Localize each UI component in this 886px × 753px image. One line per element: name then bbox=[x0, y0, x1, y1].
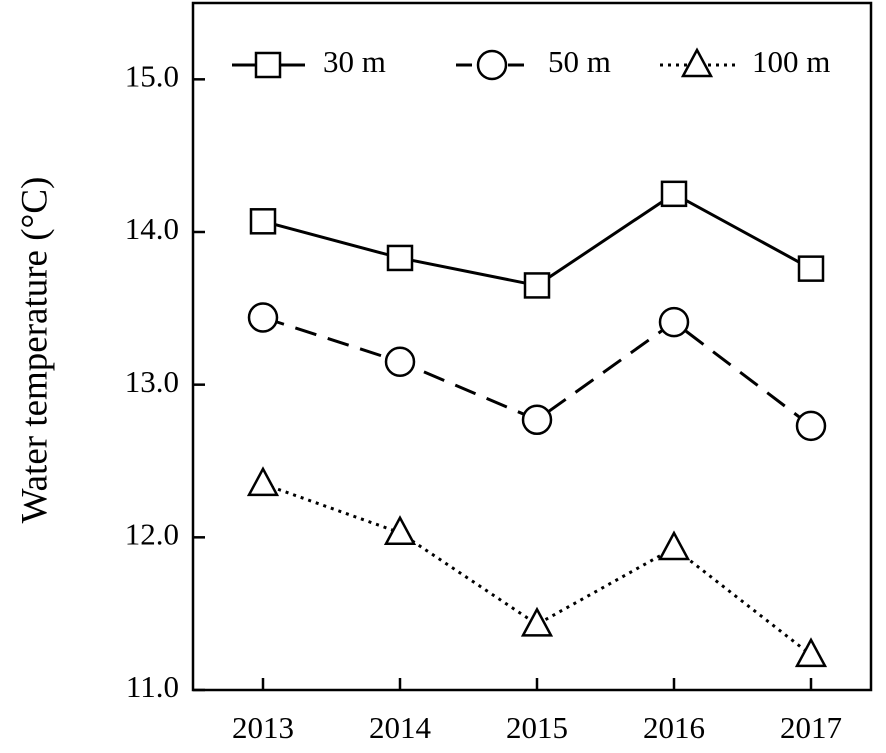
triangle-point-marker bbox=[794, 637, 828, 668]
legend-circle-marker bbox=[476, 49, 508, 81]
triangle-point-marker bbox=[520, 606, 554, 637]
x-tick-label: 2014 bbox=[369, 710, 432, 745]
series-triangle bbox=[246, 466, 828, 668]
triangle-point-marker bbox=[383, 515, 417, 546]
legend-label: 50 m bbox=[548, 44, 611, 79]
square-point-marker bbox=[797, 255, 825, 282]
circle-point-marker bbox=[384, 346, 416, 378]
legend-square-marker bbox=[254, 51, 282, 79]
triangle-point-marker bbox=[657, 530, 691, 561]
legend-item: 100 m bbox=[660, 44, 830, 79]
legend-item: 30 m bbox=[232, 44, 386, 79]
y-tick-label: 11.0 bbox=[126, 669, 179, 704]
x-tick-label: 2013 bbox=[232, 710, 294, 745]
series-circle bbox=[247, 302, 827, 442]
y-tick-label: 15.0 bbox=[125, 58, 179, 93]
legend-label: 100 m bbox=[752, 44, 830, 79]
legend: 30 m 50 m 100 m bbox=[232, 44, 830, 81]
square-point-marker bbox=[386, 244, 414, 272]
series-line bbox=[262, 192, 812, 288]
circle-point-marker bbox=[521, 404, 553, 436]
y-axis: 11.0 12.0 13.0 14.0 15.0 bbox=[125, 58, 205, 704]
circle-point-marker bbox=[795, 410, 827, 442]
x-axis: 2013 2014 2015 2016 2017 bbox=[232, 678, 842, 745]
triangle-point-marker bbox=[246, 466, 280, 497]
x-tick-label: 2015 bbox=[506, 710, 568, 745]
x-tick-label: 2016 bbox=[643, 710, 705, 745]
series-line bbox=[262, 482, 812, 657]
circle-point-marker bbox=[247, 302, 279, 333]
legend-triangle-marker bbox=[680, 47, 714, 78]
legend-item: 50 m bbox=[456, 44, 611, 81]
square-point-marker bbox=[523, 272, 551, 299]
y-axis-label: Water temperature (°C) bbox=[14, 177, 55, 524]
series-square bbox=[249, 180, 825, 299]
plot-area-frame bbox=[191, 1, 873, 692]
circle-point-marker bbox=[658, 306, 690, 338]
legend-label: 30 m bbox=[323, 44, 386, 79]
y-tick-label: 13.0 bbox=[125, 364, 179, 399]
series-layer bbox=[246, 180, 828, 668]
x-tick-label: 2017 bbox=[780, 710, 842, 745]
y-tick-label: 12.0 bbox=[125, 516, 179, 551]
y-tick-label: 14.0 bbox=[125, 211, 179, 246]
square-point-marker bbox=[249, 208, 277, 235]
square-point-marker bbox=[660, 180, 688, 208]
